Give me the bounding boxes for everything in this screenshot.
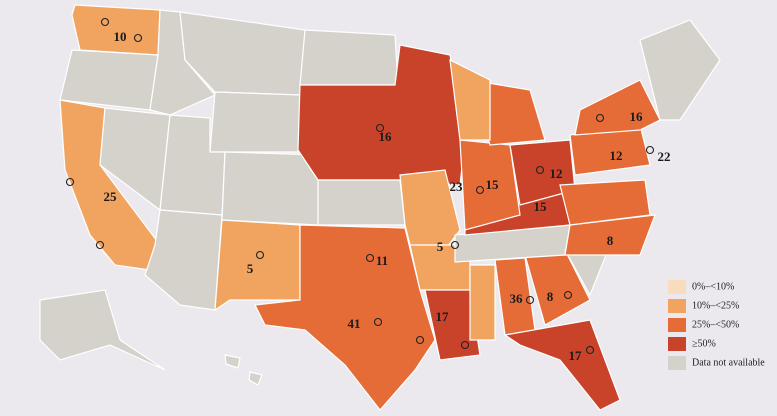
map-label: 11 [376,253,388,268]
legend-swatch [668,337,686,351]
map-label: 12 [610,148,623,163]
map-label: 10 [114,29,127,44]
legend-swatch [668,318,686,332]
legend-label: 0%–<10% [692,281,734,292]
legend: 0%–<10% 10%–<25% 25%–<50% ≥50% Data not … [668,280,765,370]
legend-label: Data not available [692,357,765,368]
map-label: 15 [534,199,548,214]
map-label: 23 [450,179,464,194]
map-label: 22 [658,149,671,164]
legend-swatch [668,280,686,294]
legend-label: ≥50% [692,338,716,349]
map-label: 25 [104,189,118,204]
map-label: 16 [379,129,393,144]
map-label: 5 [437,239,444,254]
states [39,4,721,411]
map-label: 16 [630,109,644,124]
map-label: 5 [247,261,254,276]
legend-label: 10%–<25% [692,300,739,311]
map-label: 36 [510,291,524,306]
map-label: 17 [436,309,450,324]
legend-label: 25%–<50% [692,319,739,330]
site-markers [65,17,655,355]
map-labels: 10 25 16 5 11 41 17 5 23 15 12 12 16 22 … [104,29,671,363]
map-label: 8 [607,233,614,248]
legend-swatch [668,299,686,313]
map-label: 41 [348,316,361,331]
legend-swatch [668,356,686,370]
map-label: 12 [550,166,563,181]
map-label: 17 [569,348,583,363]
map-label: 15 [486,177,500,192]
map-label: 8 [547,289,554,304]
